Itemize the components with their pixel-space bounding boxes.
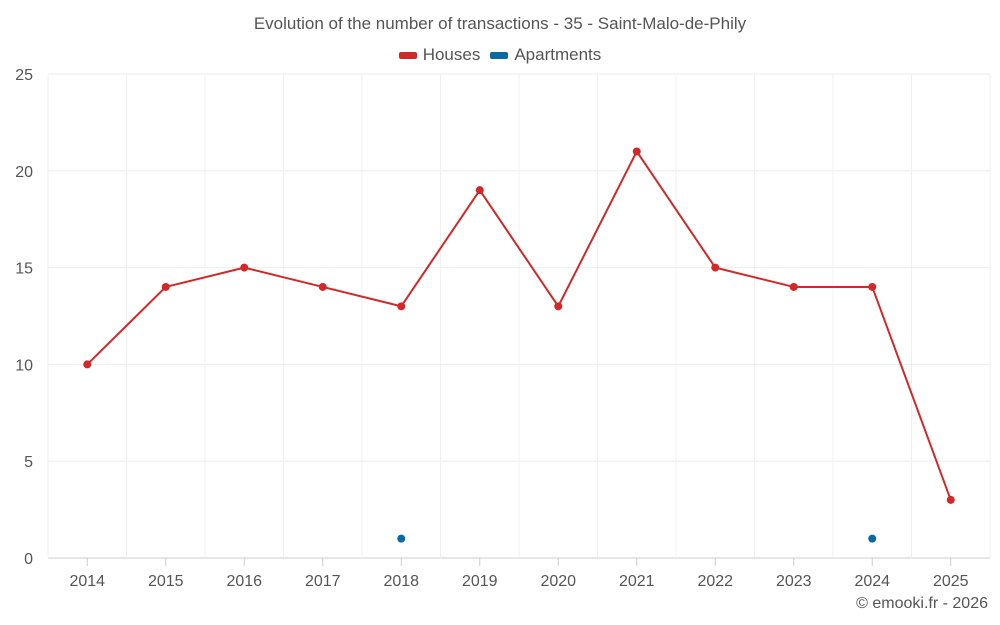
legend-label-houses: Houses [422, 45, 481, 64]
x-tick-label-2023: 2023 [776, 573, 812, 590]
x-tick-label-2025: 2025 [933, 573, 969, 590]
data-point-houses-2024[interactable] [868, 282, 877, 291]
data-point-houses-2019[interactable] [475, 186, 484, 195]
series-line-houses [86, 150, 952, 501]
y-tick-label-0: 0 [24, 551, 33, 568]
data-point-apartments-2024[interactable] [868, 534, 877, 543]
legend-item-apartments[interactable]: Apartments [490, 45, 601, 65]
x-tick-label-2022: 2022 [697, 573, 733, 590]
data-point-houses-2021[interactable] [632, 147, 641, 156]
x-tick-label-2016: 2016 [226, 573, 262, 590]
data-point-houses-2014[interactable] [83, 360, 92, 369]
legend-swatch-apartments [490, 51, 509, 59]
y-tick-label-20: 20 [15, 164, 33, 181]
x-tick-label-2014: 2014 [69, 573, 105, 590]
data-point-apartments-2018[interactable] [397, 534, 406, 543]
data-point-houses-2017[interactable] [318, 282, 327, 291]
legend-item-houses[interactable]: Houses [398, 45, 481, 65]
x-tick-label-2020: 2020 [540, 573, 576, 590]
data-point-houses-2015[interactable] [161, 282, 170, 291]
x-tick-label-2015: 2015 [148, 573, 184, 590]
y-tick-label-25: 25 [15, 67, 33, 84]
chart-title: Evolution of the number of transactions … [253, 14, 747, 33]
data-point-houses-2022[interactable] [711, 263, 720, 272]
x-tick-label-2024: 2024 [854, 573, 890, 590]
x-tick-label-2018: 2018 [383, 573, 419, 590]
x-tick-label-2019: 2019 [462, 573, 498, 590]
credit: © emooki.fr - 2026 [856, 595, 988, 612]
y-tick-label-10: 10 [15, 357, 33, 374]
data-point-houses-2025[interactable] [946, 495, 955, 504]
legend-label-apartments: Apartments [514, 45, 602, 64]
x-tick-label-2021: 2021 [619, 573, 655, 590]
y-tick-label-15: 15 [15, 261, 33, 278]
data-point-houses-2020[interactable] [554, 302, 563, 311]
y-tick-label-5: 5 [24, 454, 33, 471]
data-point-houses-2018[interactable] [397, 302, 406, 311]
legend-swatch-houses [398, 51, 417, 59]
x-tick-label-2017: 2017 [305, 573, 341, 590]
legend: Houses Apartments [0, 45, 1000, 65]
data-point-houses-2016[interactable] [240, 263, 249, 272]
data-point-houses-2023[interactable] [789, 282, 798, 291]
